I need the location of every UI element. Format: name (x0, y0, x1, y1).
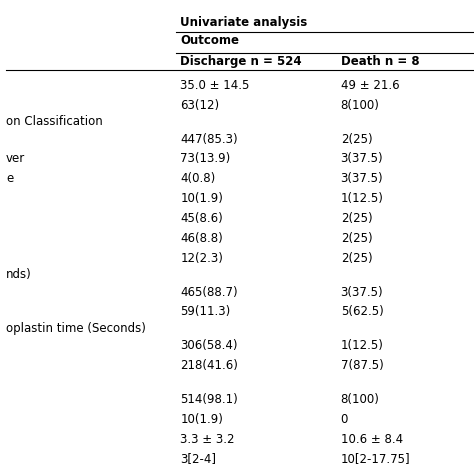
Text: nds): nds) (6, 268, 32, 282)
Text: 2(25): 2(25) (341, 133, 372, 146)
Text: 2(25): 2(25) (341, 252, 372, 265)
Text: e: e (6, 172, 13, 185)
Text: 3(37.5): 3(37.5) (341, 172, 383, 185)
Text: 2(25): 2(25) (341, 212, 372, 225)
Text: 465(88.7): 465(88.7) (181, 285, 238, 299)
Text: 10(1.9): 10(1.9) (181, 413, 223, 426)
Text: 3(37.5): 3(37.5) (341, 152, 383, 165)
Text: 218(41.6): 218(41.6) (181, 359, 238, 372)
Text: 45(8.6): 45(8.6) (181, 212, 223, 225)
Text: 1(12.5): 1(12.5) (341, 192, 383, 205)
Text: 7(87.5): 7(87.5) (341, 359, 383, 372)
Text: 59(11.3): 59(11.3) (181, 305, 231, 319)
Text: oplastin time (Seconds): oplastin time (Seconds) (6, 322, 146, 335)
Text: 3(37.5): 3(37.5) (341, 285, 383, 299)
Text: 10.6 ± 8.4: 10.6 ± 8.4 (341, 433, 403, 446)
Text: 8(100): 8(100) (341, 99, 380, 112)
Text: 10(1.9): 10(1.9) (181, 192, 223, 205)
Text: 10[2-17.75]: 10[2-17.75] (341, 453, 410, 465)
Text: 35.0 ± 14.5: 35.0 ± 14.5 (181, 79, 250, 92)
Text: Outcome: Outcome (181, 34, 239, 47)
Text: 49 ± 21.6: 49 ± 21.6 (341, 79, 399, 92)
Text: 4(0.8): 4(0.8) (181, 172, 216, 185)
Text: on Classification: on Classification (6, 115, 103, 128)
Text: 73(13.9): 73(13.9) (181, 152, 231, 165)
Text: 306(58.4): 306(58.4) (181, 339, 238, 352)
Text: 2(25): 2(25) (341, 232, 372, 245)
Text: 3[2-4]: 3[2-4] (181, 453, 217, 465)
Text: ver: ver (6, 152, 25, 165)
Text: 0: 0 (341, 413, 348, 426)
Text: 447(85.3): 447(85.3) (181, 133, 238, 146)
Text: Death n = 8: Death n = 8 (341, 55, 419, 68)
Text: 12(2.3): 12(2.3) (181, 252, 223, 265)
Text: 5(62.5): 5(62.5) (341, 305, 383, 319)
Text: Univariate analysis: Univariate analysis (181, 16, 308, 28)
Text: 514(98.1): 514(98.1) (181, 393, 238, 406)
Text: 8(100): 8(100) (341, 393, 380, 406)
Text: 63(12): 63(12) (181, 99, 219, 112)
Text: 1(12.5): 1(12.5) (341, 339, 383, 352)
Text: Discharge n = 524: Discharge n = 524 (181, 55, 302, 68)
Text: 46(8.8): 46(8.8) (181, 232, 223, 245)
Text: 3.3 ± 3.2: 3.3 ± 3.2 (181, 433, 235, 446)
